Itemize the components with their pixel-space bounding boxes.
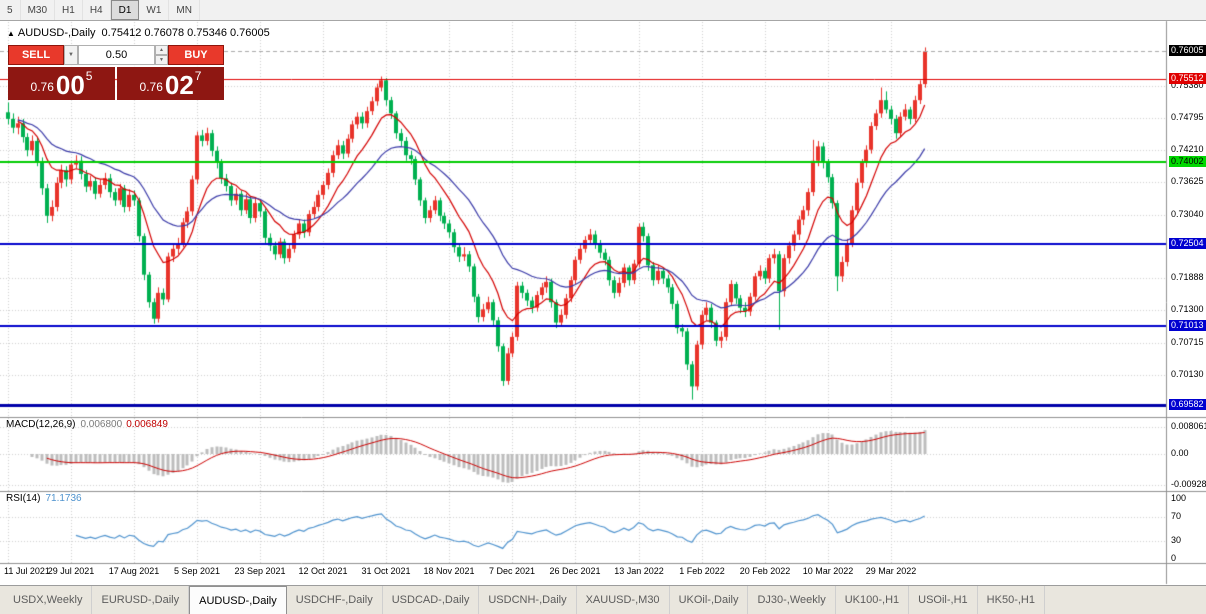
price-axis-label: 0.70130 bbox=[1171, 369, 1204, 379]
price-axis-label-highlighted: 0.75512 bbox=[1169, 73, 1206, 84]
price-axis[interactable]: 0.75380 0.74795 0.74210 0.73625 0.73040 0.718… bbox=[1167, 21, 1206, 584]
chart-tab[interactable]: USDCAD-,Daily bbox=[383, 586, 480, 614]
price-axis-label-highlighted: 0.69582 bbox=[1169, 399, 1206, 410]
price-axis-label: 0.74795 bbox=[1171, 112, 1204, 122]
chart-tab[interactable]: USDX,Weekly bbox=[4, 586, 93, 614]
price-axis-label: 0.73625 bbox=[1171, 176, 1204, 186]
time-axis-label: 18 Nov 2021 bbox=[423, 566, 475, 576]
timeframe-button-m30[interactable]: M30 bbox=[21, 0, 56, 20]
timeframe-toolbar: 5 M30 H1 H4 D1 W1 MN bbox=[0, 0, 1206, 21]
time-axis-label: 11 Jul 2021 bbox=[4, 566, 50, 576]
volume-dropdown-icon[interactable]: ▼ bbox=[64, 45, 78, 65]
rsi-name: RSI(14) bbox=[6, 493, 41, 504]
chart-tab[interactable]: XAUUSD-,M30 bbox=[577, 586, 670, 614]
macd-axis-label: -0.00928 bbox=[1171, 479, 1206, 489]
timeframe-button-h1[interactable]: H1 bbox=[55, 0, 83, 20]
chart-tab[interactable]: UKOil-,Daily bbox=[670, 586, 749, 614]
macd-axis-label: 0.00 bbox=[1171, 448, 1189, 458]
timeframe-button-d1[interactable]: D1 bbox=[110, 0, 140, 20]
chart-symbol-label: AUDUSD-,Daily bbox=[17, 27, 96, 39]
volume-stepper: ▲ ▼ bbox=[155, 45, 168, 65]
time-axis-label: 29 Jul 2021 bbox=[47, 566, 95, 576]
chart-tab[interactable]: USDCHF-,Daily bbox=[287, 586, 383, 614]
chart-tab[interactable]: USDCNH-,Daily bbox=[479, 586, 577, 614]
price-axis-label: 0.74210 bbox=[1171, 144, 1204, 154]
volume-input[interactable] bbox=[78, 45, 155, 65]
volume-step-down-icon[interactable]: ▼ bbox=[155, 55, 168, 65]
macd-name: MACD(12,26,9) bbox=[6, 419, 76, 430]
chart-tab[interactable]: UK100-,H1 bbox=[836, 586, 910, 614]
buy-price-prefix: 0.76 bbox=[139, 80, 163, 94]
chart-tab[interactable]: AUDUSD-,Daily bbox=[189, 586, 287, 614]
buy-button[interactable]: BUY bbox=[168, 45, 224, 65]
timeframe-button-5[interactable]: 5 bbox=[0, 0, 21, 20]
time-axis[interactable]: 11 Jul 2021 29 Jul 2021 17 Aug 2021 5 Sep 2… bbox=[0, 564, 1166, 584]
timeframe-button-w1[interactable]: W1 bbox=[139, 0, 170, 20]
time-axis-label: 26 Dec 2021 bbox=[549, 566, 601, 576]
chart-header: ▲ AUDUSD-,Daily 0.75412 0.76078 0.75346 0.… bbox=[7, 27, 270, 39]
price-axis-label-highlighted: 0.76005 bbox=[1169, 45, 1206, 56]
time-axis-label: 17 Aug 2021 bbox=[108, 566, 160, 576]
buy-price-sup: 7 bbox=[194, 69, 202, 83]
time-axis-label: 31 Oct 2021 bbox=[361, 566, 411, 576]
rsi-axis-label: 70 bbox=[1171, 511, 1182, 521]
price-axis-label: 0.73040 bbox=[1171, 209, 1204, 219]
time-axis-label: 12 Oct 2021 bbox=[298, 566, 348, 576]
rsi-axis-label: 100 bbox=[1171, 493, 1187, 503]
chart-symbol-icon: ▲ bbox=[7, 29, 15, 38]
rsi-axis-label: 0 bbox=[1171, 553, 1177, 563]
one-click-trade-panel: SELL ▼ ▲ ▼ BUY 0.76 00 5 0.76 02 7 bbox=[8, 45, 224, 100]
price-axis-label: 0.75380 bbox=[1171, 80, 1204, 90]
macd-indicator-label: MACD(12,26,9) 0.006800 0.006849 bbox=[6, 419, 168, 430]
time-axis-label: 1 Feb 2022 bbox=[679, 566, 725, 576]
price-axis-label: 0.70715 bbox=[1171, 337, 1204, 347]
timeframe-button-h4[interactable]: H4 bbox=[83, 0, 111, 20]
time-axis-label: 13 Jan 2022 bbox=[614, 566, 664, 576]
time-axis-label: 7 Dec 2021 bbox=[488, 566, 536, 576]
time-axis-label: 29 Mar 2022 bbox=[865, 566, 917, 576]
rsi-value: 71.1736 bbox=[45, 493, 82, 504]
price-axis-label-highlighted: 0.72504 bbox=[1169, 238, 1206, 249]
sell-button[interactable]: SELL bbox=[8, 45, 64, 65]
price-axis-label: 0.71888 bbox=[1171, 272, 1204, 282]
macd-main-value: 0.006800 bbox=[80, 419, 123, 430]
chart-tab[interactable]: EURUSD-,Daily bbox=[92, 586, 190, 614]
price-axis-label-highlighted: 0.74002 bbox=[1169, 156, 1206, 167]
macd-signal-value: 0.006849 bbox=[126, 419, 168, 430]
volume-step-up-icon[interactable]: ▲ bbox=[155, 45, 168, 55]
chart-tabbar: USDX,Weekly EURUSD-,Daily AUDUSD-,Daily USD… bbox=[0, 585, 1206, 614]
chart-tab[interactable]: USOil-,H1 bbox=[909, 586, 978, 614]
sell-price-prefix: 0.76 bbox=[30, 80, 54, 94]
chart-tab[interactable]: HK50-,H1 bbox=[978, 586, 1045, 614]
buy-price-display: 0.76 02 7 bbox=[117, 67, 224, 100]
price-axis-label: 0.71300 bbox=[1171, 304, 1204, 314]
time-axis-label: 10 Mar 2022 bbox=[802, 566, 854, 576]
time-axis-label: 5 Sep 2021 bbox=[173, 566, 221, 576]
sell-price-sup: 5 bbox=[85, 69, 93, 83]
chart-tab[interactable]: DJ30-,Weekly bbox=[748, 586, 836, 614]
time-axis-label: 20 Feb 2022 bbox=[739, 566, 791, 576]
price-axis-label-highlighted: 0.71013 bbox=[1169, 320, 1206, 331]
sell-price-big: 00 bbox=[55, 70, 85, 100]
buy-price-big: 02 bbox=[164, 70, 194, 100]
chart-ohlc-values: 0.75412 0.76078 0.75346 0.76005 bbox=[101, 27, 270, 39]
timeframe-button-mn[interactable]: MN bbox=[169, 0, 200, 20]
time-axis-label: 23 Sep 2021 bbox=[234, 566, 286, 576]
macd-axis-label: 0.008061 bbox=[1171, 421, 1206, 431]
sell-price-display: 0.76 00 5 bbox=[8, 67, 115, 100]
rsi-indicator-label: RSI(14) 71.1736 bbox=[6, 493, 82, 504]
rsi-axis-label: 30 bbox=[1171, 535, 1182, 545]
